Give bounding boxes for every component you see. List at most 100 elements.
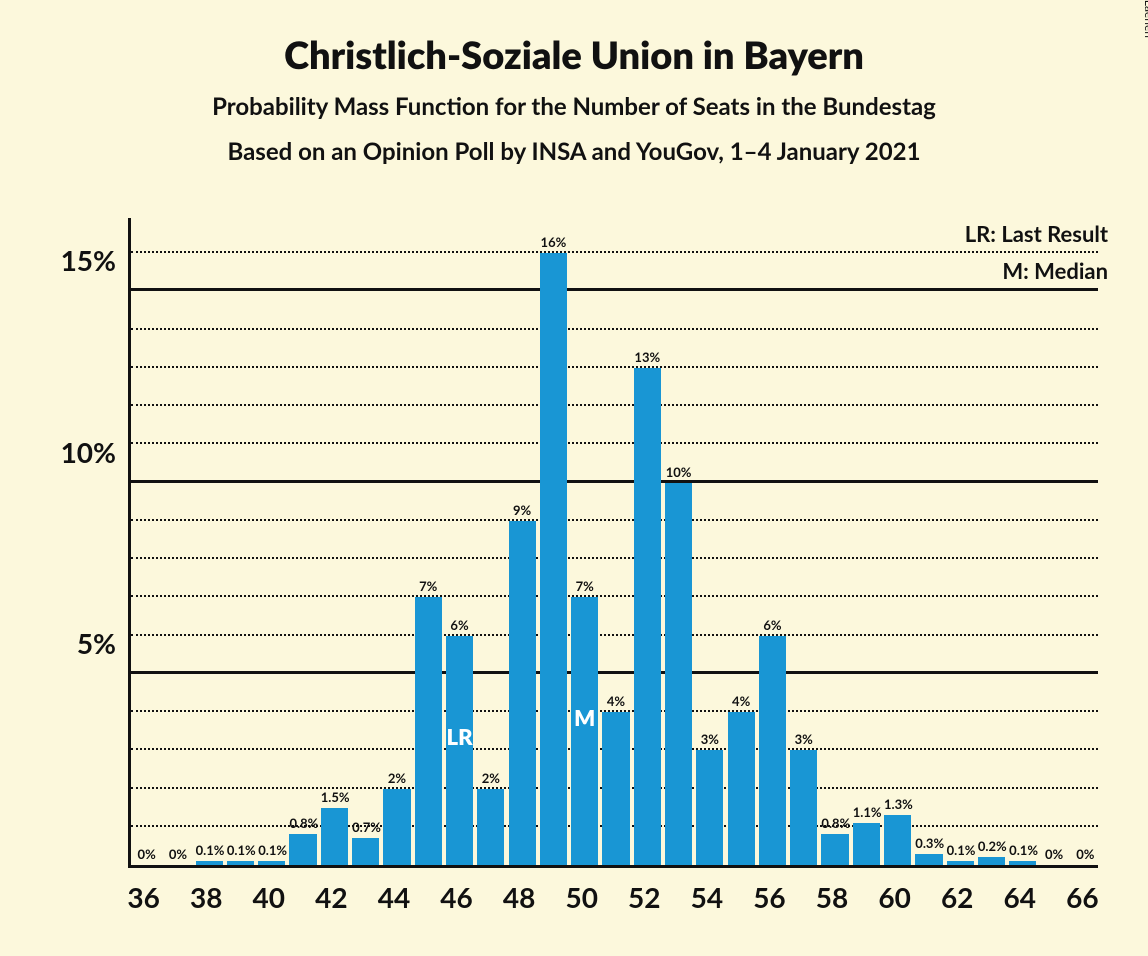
bar-value-label: 0.8% (821, 815, 848, 831)
bar: 7%M (571, 597, 598, 865)
bar: 7% (415, 597, 442, 865)
bar-value-label: 7% (415, 578, 442, 594)
bar-value-label: 4% (728, 693, 755, 709)
bar-rect (759, 636, 786, 865)
bar: 3% (696, 750, 723, 865)
x-tick-label: 38 (190, 880, 222, 914)
bar: 9% (509, 521, 536, 865)
bar-value-label: 13% (634, 349, 661, 365)
bar: 0.2% (978, 857, 1005, 865)
bar-rect (258, 861, 285, 865)
bar-rect (540, 253, 567, 865)
bar: 2% (383, 789, 410, 865)
bar-rect (602, 712, 629, 865)
bar: 1.5% (321, 808, 348, 865)
bars-container: 0%0%0.1%0.1%0.1%0.8%1.5%0.7%2%7%6%LR2%9%… (131, 218, 1098, 865)
bar-rect (696, 750, 723, 865)
bar-value-label: 16% (540, 234, 567, 250)
bar-value-label: 0.3% (915, 835, 942, 851)
bar-value-label: 0.1% (947, 842, 974, 858)
x-tick-label: 52 (628, 880, 660, 914)
bar-value-label: 4% (602, 693, 629, 709)
chart-subtitle-2: Based on an Opinion Poll by INSA and You… (0, 137, 1148, 166)
bar-value-label: 6% (446, 617, 473, 633)
bar: 3% (790, 750, 817, 865)
x-tick-label: 66 (1066, 880, 1098, 914)
marker-median: M (571, 704, 598, 731)
bar-rect (915, 854, 942, 865)
bar-value-label: 10% (665, 464, 692, 480)
bar-value-label: 2% (477, 770, 504, 786)
bar-value-label: 6% (759, 617, 786, 633)
bar-value-label: 9% (509, 502, 536, 518)
bar-rect (634, 368, 661, 865)
bar-value-label: 0.8% (289, 815, 316, 831)
bar: 6% (759, 636, 786, 865)
bar: 0.1% (1009, 861, 1036, 865)
x-tick-label: 58 (816, 880, 848, 914)
y-tick-label: 10% (46, 435, 116, 469)
marker-last-result: LR (446, 723, 473, 750)
x-tick-label: 44 (378, 880, 410, 914)
x-tick-label: 46 (440, 880, 472, 914)
x-tick-label: 64 (1004, 880, 1036, 914)
bar-value-label: 0% (164, 846, 191, 862)
bar-rect (947, 861, 974, 865)
bar-value-label: 1.1% (853, 804, 880, 820)
bar-rect (728, 712, 755, 865)
bar: 13% (634, 368, 661, 865)
bar-rect (790, 750, 817, 865)
bar: 0.1% (258, 861, 285, 865)
bar-value-label: 0% (1040, 846, 1067, 862)
x-tick-label: 42 (315, 880, 347, 914)
x-tick-label: 48 (503, 880, 535, 914)
bar-rect (978, 857, 1005, 865)
x-tick-label: 56 (753, 880, 785, 914)
bar: 2% (477, 789, 504, 865)
bar-rect (383, 789, 410, 865)
bar: 1.3% (884, 815, 911, 865)
bar: 0.7% (352, 838, 379, 865)
bar-value-label: 1.3% (884, 796, 911, 812)
x-tick-label: 36 (127, 880, 159, 914)
bar-rect (321, 808, 348, 865)
copyright-label: © 2021 Filip van Laenen (1142, 0, 1148, 38)
chart-title: Christlich-Soziale Union in Bayern (0, 32, 1148, 78)
y-tick-label: 15% (46, 243, 116, 277)
y-tick-label: 5% (46, 626, 116, 660)
bar-value-label: 3% (696, 731, 723, 747)
bar-rect (509, 521, 536, 865)
bar-value-label: 7% (571, 578, 598, 594)
bar-rect (352, 838, 379, 865)
bar-rect (821, 834, 848, 865)
bar: 0.3% (915, 854, 942, 865)
bar-value-label: 0% (1072, 846, 1099, 862)
bar-value-label: 0.1% (258, 842, 285, 858)
chart-subtitle-1: Probability Mass Function for the Number… (0, 92, 1148, 121)
x-tick-label: 40 (253, 880, 285, 914)
x-tick-label: 60 (878, 880, 910, 914)
bar-rect (1009, 861, 1036, 865)
bar-rect (196, 861, 223, 865)
x-tick-label: 54 (691, 880, 723, 914)
x-tick-label: 62 (941, 880, 973, 914)
bar: 6%LR (446, 636, 473, 865)
bar-value-label: 0.7% (352, 819, 379, 835)
bar: 4% (728, 712, 755, 865)
bar: 0.8% (821, 834, 848, 865)
bar: 1.1% (853, 823, 880, 865)
bar-value-label: 2% (383, 770, 410, 786)
bar-rect (415, 597, 442, 865)
bar-rect (446, 636, 473, 865)
plot-area: 0%0%0.1%0.1%0.1%0.8%1.5%0.7%2%7%6%LR2%9%… (128, 218, 1098, 868)
bar: 10% (665, 483, 692, 865)
bar: 0.8% (289, 834, 316, 865)
bar-rect (227, 861, 254, 865)
bar-rect (289, 834, 316, 865)
bar-rect (665, 483, 692, 865)
bar-value-label: 0.1% (196, 842, 223, 858)
bar-value-label: 1.5% (321, 789, 348, 805)
bar-value-label: 0.1% (1009, 842, 1036, 858)
bar: 0.1% (947, 861, 974, 865)
bar-value-label: 0.2% (978, 838, 1005, 854)
